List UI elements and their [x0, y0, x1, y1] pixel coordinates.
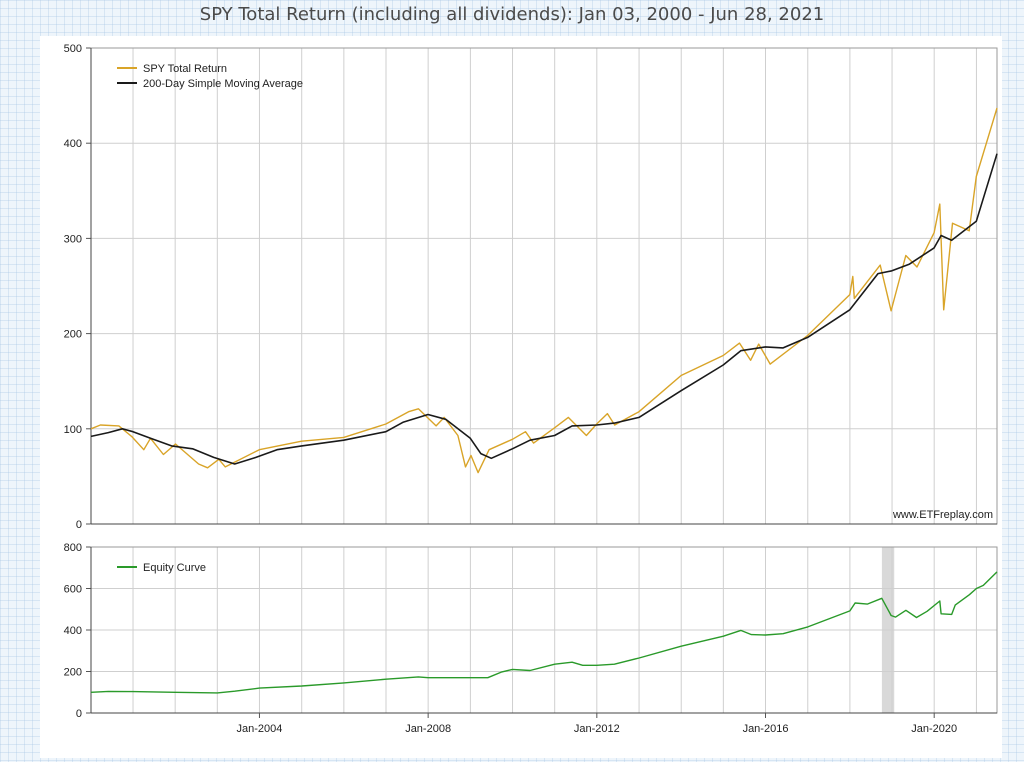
y-tick-label: 800	[64, 542, 82, 554]
watermark: www.ETFreplay.com	[892, 509, 993, 521]
chart-frame	[40, 36, 1002, 758]
y-tick-label: 600	[64, 584, 82, 596]
y-tick-label: 100	[64, 424, 82, 436]
x-tick-label: Jan-2012	[574, 723, 620, 735]
y-tick-label: 300	[64, 233, 82, 245]
legend-label: 200-Day Simple Moving Average	[143, 78, 303, 90]
y-tick-label: 0	[76, 708, 82, 720]
series-line-spy-total-return	[90, 107, 998, 474]
x-tick-label: Jan-2008	[405, 723, 451, 735]
x-tick-label: Jan-2004	[237, 723, 283, 735]
chart-title: SPY Total Return (including all dividend…	[199, 4, 825, 25]
panel-price: 0 100 200 300 400 500 SPY Total Return 200-Day …	[64, 43, 998, 531]
x-tick-label: Jan-2020	[911, 723, 957, 735]
legend-label: SPY Total Return	[143, 63, 227, 75]
series-line-200-day-simple-moving-average	[90, 153, 998, 465]
y-tick-label: 400	[64, 138, 82, 150]
series-line-equity-curve	[90, 571, 998, 694]
y-tick-label: 200	[64, 329, 82, 341]
x-tick-label: Jan-2016	[743, 723, 789, 735]
y-tick-label: 200	[64, 667, 82, 679]
y-tick-label: 0	[76, 519, 82, 531]
y-tick-label: 400	[64, 625, 82, 637]
panel-equity: 0 200 400 600 800 Equity Curve Jan-2004 Jan-200…	[64, 542, 998, 735]
legend-label: Equity Curve	[143, 562, 206, 574]
y-tick-label: 500	[64, 43, 82, 55]
